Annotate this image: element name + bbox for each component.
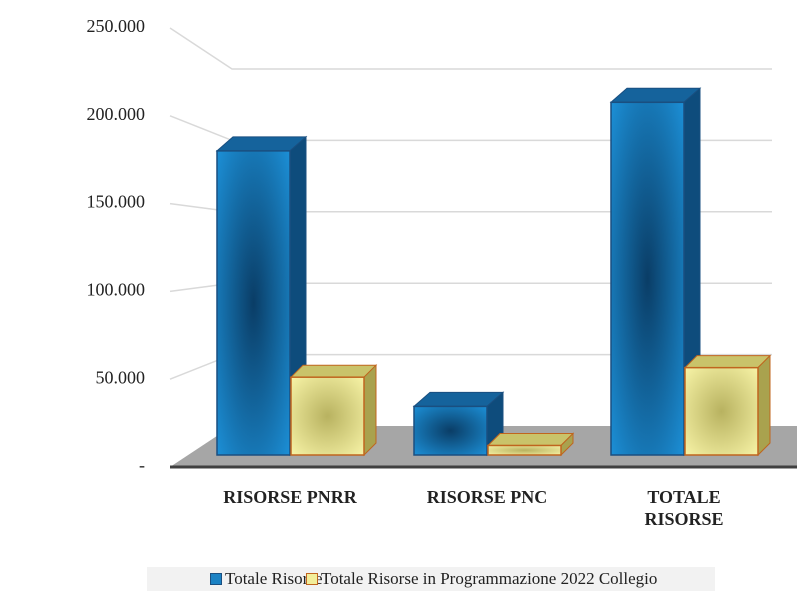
bar-front [610, 101, 685, 456]
legend-swatch [306, 573, 318, 585]
bar-front [413, 405, 488, 456]
y-tick-label: - [139, 455, 145, 475]
x-tick-label: RISORSE PNRR [223, 487, 357, 507]
legend-item: Totale Risorse [210, 567, 322, 591]
bar-top [683, 355, 772, 369]
y-tick-label: 250.000 [87, 16, 146, 36]
grid-line [169, 27, 772, 70]
legend-item: Totale Risorse in Programmazione 2022 Co… [306, 567, 657, 591]
bar-side [363, 363, 377, 457]
bar [289, 363, 378, 457]
bar [486, 432, 575, 457]
x-tick-label: RISORSE PNC [426, 487, 548, 507]
bar [609, 87, 702, 457]
x-tick-label: TOTALE RISORSE [644, 487, 724, 529]
bar [412, 391, 505, 457]
bar-front [290, 376, 365, 456]
y-tick-label: 100.000 [87, 280, 146, 300]
bar-side [757, 354, 771, 457]
bar-front [487, 444, 562, 456]
bar-top [486, 432, 575, 446]
y-tick-label: 200.000 [87, 104, 146, 124]
bar-top [289, 364, 378, 378]
bar [683, 354, 772, 457]
y-tick-label: 50.000 [96, 367, 146, 387]
legend-label: Totale Risorse in Programmazione 2022 Co… [321, 569, 658, 588]
bar-front [684, 366, 759, 456]
legend-label: Totale Risorse [225, 569, 323, 588]
bar-front [216, 150, 291, 456]
legend-swatch [210, 573, 222, 585]
y-tick-label: 150.000 [87, 192, 146, 212]
legend-background [147, 567, 715, 591]
